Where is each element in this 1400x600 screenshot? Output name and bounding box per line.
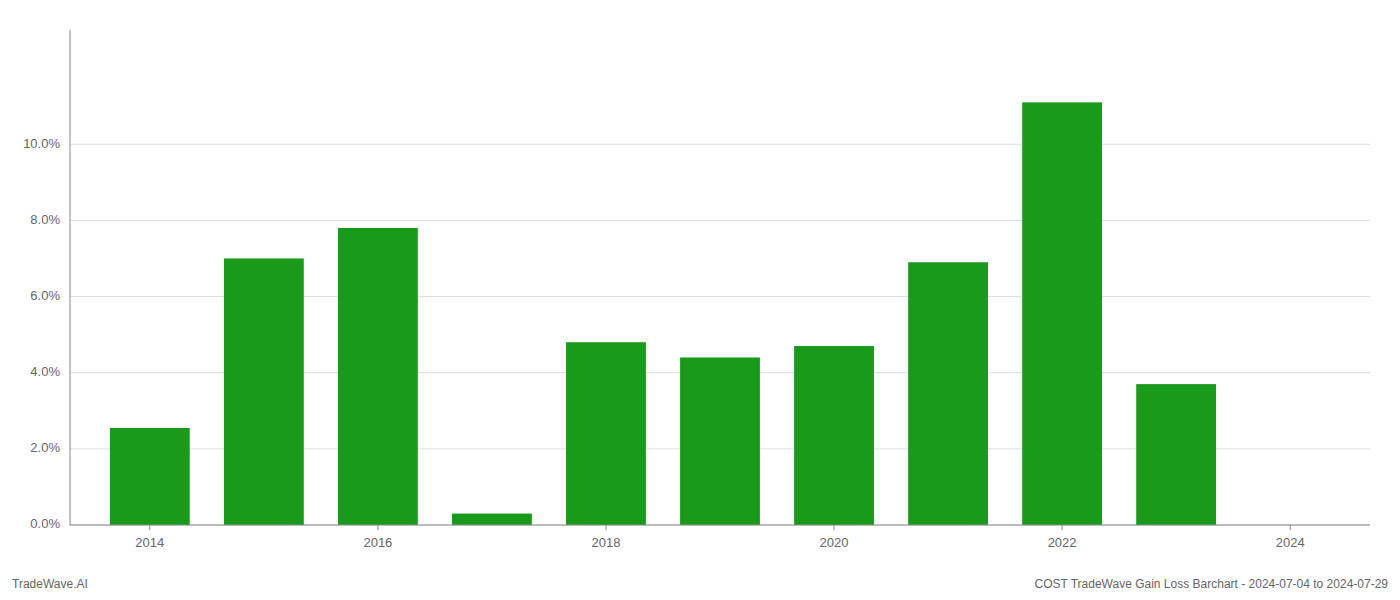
bar bbox=[566, 342, 646, 525]
x-tick-label: 2022 bbox=[1048, 535, 1077, 550]
y-tick-label: 2.0% bbox=[30, 440, 60, 455]
grid bbox=[70, 144, 1370, 525]
x-tick bbox=[377, 525, 378, 530]
x-tick-label: 2016 bbox=[363, 535, 392, 550]
x-tick bbox=[605, 525, 606, 530]
y-tick-label: 4.0% bbox=[30, 364, 60, 379]
x-tick-label: 2020 bbox=[820, 535, 849, 550]
x-axis: 2014 2016 2018 2020 2022 2024 bbox=[70, 525, 1370, 550]
x-tick bbox=[834, 525, 835, 530]
grid-line bbox=[70, 144, 1370, 145]
footer-text: TradeWave.AI bbox=[12, 577, 88, 591]
y-axis-line bbox=[70, 30, 71, 525]
bar bbox=[680, 357, 760, 525]
bar bbox=[452, 514, 532, 525]
x-tick-label: 2014 bbox=[135, 535, 164, 550]
bar bbox=[338, 228, 418, 525]
bar bbox=[1022, 102, 1102, 525]
x-tick-label: 2018 bbox=[592, 535, 621, 550]
bar bbox=[110, 428, 190, 525]
y-tick-label: 6.0% bbox=[30, 288, 60, 303]
grid-line bbox=[70, 220, 1370, 221]
bar bbox=[908, 262, 988, 525]
grid-line bbox=[70, 525, 1370, 526]
chart: 0.0% 2.0% 4.0% 6.0% 8.0% 10.0% 2014 2016 2018 202… bbox=[0, 0, 1400, 600]
bar bbox=[794, 346, 874, 525]
bars bbox=[110, 102, 1216, 525]
x-tick bbox=[1290, 525, 1291, 530]
x-tick-label: 2024 bbox=[1276, 535, 1305, 550]
y-tick-label: 8.0% bbox=[30, 212, 60, 227]
bar bbox=[1136, 384, 1216, 525]
y-tick-label: 10.0% bbox=[23, 136, 60, 151]
y-axis: 0.0% 2.0% 4.0% 6.0% 8.0% 10.0% bbox=[23, 30, 70, 531]
footer-text: COST TradeWave Gain Loss Barchart - 2024… bbox=[1034, 577, 1388, 591]
x-axis-line bbox=[70, 525, 1370, 526]
x-tick bbox=[149, 525, 150, 530]
x-tick bbox=[1062, 525, 1063, 530]
y-tick-label: 0.0% bbox=[30, 516, 60, 531]
bar bbox=[224, 258, 304, 525]
